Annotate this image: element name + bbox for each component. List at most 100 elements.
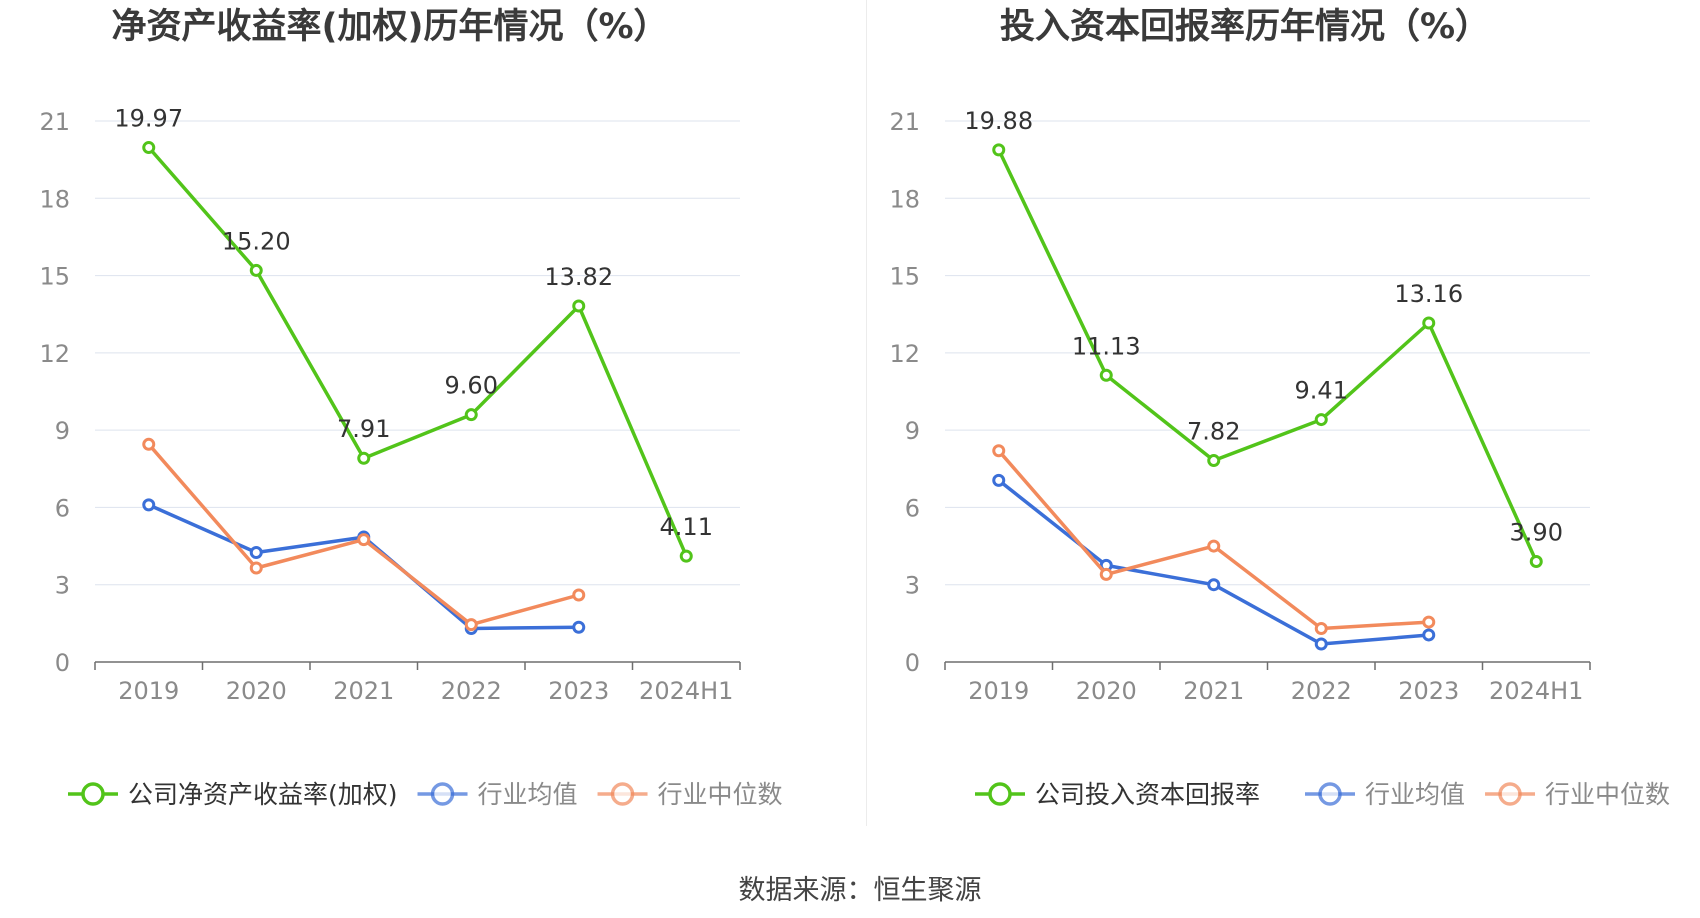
y-tick-label: 15	[39, 263, 70, 291]
y-tick-label: 21	[39, 108, 70, 136]
y-tick-label: 0	[55, 649, 70, 677]
data-point[interactable]	[142, 498, 156, 512]
data-point[interactable]	[1207, 454, 1221, 468]
x-tick-label: 2022	[1291, 677, 1352, 705]
x-tick-label: 2023	[548, 677, 609, 705]
legend-marker-icon	[81, 782, 105, 806]
legend-label: 行业中位数	[1545, 780, 1670, 809]
data-point[interactable]	[464, 618, 478, 632]
x-tick-label: 2023	[1398, 677, 1459, 705]
y-tick-label: 6	[55, 494, 70, 522]
legend-label: 行业均值	[1365, 780, 1465, 809]
data-label: 7.91	[337, 415, 390, 443]
gridlines	[95, 120, 740, 586]
data-label: 9.41	[1295, 377, 1348, 405]
data-point[interactable]	[142, 437, 156, 451]
series-company: 19.97 15.20 7.91 9.60 13.82 4.11	[114, 105, 713, 563]
legend-item-company[interactable]: 公司投入资本回报率	[975, 780, 1260, 809]
data-point[interactable]	[992, 143, 1006, 157]
data-point[interactable]	[249, 546, 263, 560]
series-industry_median	[992, 444, 1436, 636]
data-source-note: 数据来源：恒生聚源	[738, 875, 982, 906]
legend-marker-icon	[1498, 782, 1522, 806]
data-label: 9.60	[445, 372, 498, 400]
series-line	[148, 503, 579, 631]
data-label: 19.88	[964, 107, 1033, 135]
roic-chart-panel: 投入资本回报率历年情况（%） 0 3 6 9 12 15 18 21 2019 2020 2021 2…	[850, 0, 1700, 830]
legend-marker-icon	[988, 782, 1012, 806]
data-point[interactable]	[249, 263, 263, 277]
data-point[interactable]	[249, 561, 263, 575]
data-point[interactable]	[1422, 316, 1436, 330]
data-point[interactable]	[357, 533, 371, 547]
data-point[interactable]	[1422, 628, 1436, 642]
data-point[interactable]	[1314, 637, 1328, 651]
data-point[interactable]	[1099, 567, 1113, 581]
series-company: 19.88 11.13 7.82 9.41 13.16 3.90	[964, 107, 1563, 569]
data-point[interactable]	[142, 141, 156, 155]
data-point[interactable]	[572, 299, 586, 313]
legend-item-industry_median[interactable]: 行业中位数	[597, 780, 783, 809]
y-tick-label: 3	[905, 572, 920, 600]
data-label: 13.82	[544, 263, 613, 291]
legend-item-industry_avg[interactable]: 行业均值	[1305, 780, 1465, 809]
y-tick-label: 3	[55, 572, 70, 600]
data-point[interactable]	[357, 451, 371, 465]
legend-marker-icon	[1318, 782, 1342, 806]
y-tick-label: 9	[905, 417, 920, 445]
data-point[interactable]	[1529, 555, 1543, 569]
x-tick-label: 2021	[1183, 677, 1244, 705]
data-point[interactable]	[464, 408, 478, 422]
y-tick-label: 12	[889, 340, 920, 368]
legend-item-industry_median[interactable]: 行业中位数	[1485, 780, 1670, 809]
series-line	[147, 146, 688, 557]
y-tick-label: 21	[889, 108, 920, 136]
x-tick-label: 2022	[441, 677, 502, 705]
roe-chart-panel: 净资产收益率(加权)历年情况（%） 0 3 6 9 12 15 18 21 2019 2020 20…	[0, 0, 850, 830]
data-point[interactable]	[1207, 539, 1221, 553]
data-point[interactable]	[1314, 413, 1328, 427]
legend-item-industry_avg[interactable]: 行业均值	[417, 780, 578, 809]
data-point[interactable]	[572, 620, 586, 634]
y-tick-label: 6	[905, 494, 920, 522]
data-label: 7.82	[1187, 418, 1240, 446]
legend-label: 行业均值	[478, 780, 578, 809]
series-line	[997, 479, 1429, 646]
legend: 公司投入资本回报率 行业均值 行业中位数	[975, 780, 1670, 809]
legend-marker-icon	[430, 782, 455, 806]
roic-line-chart: 0 3 6 9 12 15 18 21 2019 2020 2021 2022 2023 2024H1 19…	[889, 107, 1670, 809]
y-tick-label: 18	[39, 185, 70, 213]
legend-label: 公司净资产收益率(加权)	[128, 780, 398, 809]
data-label: 11.13	[1072, 332, 1141, 360]
data-point[interactable]	[992, 444, 1006, 458]
chart-title: 投入资本回报率历年情况（%）	[999, 7, 1491, 47]
data-label: 19.97	[114, 105, 183, 133]
legend: 公司净资产收益率(加权) 行业均值 行业中位数	[68, 780, 783, 809]
data-point[interactable]	[679, 549, 693, 563]
legend-item-company[interactable]: 公司净资产收益率(加权)	[68, 780, 398, 809]
legend-label: 行业中位数	[658, 780, 783, 809]
chart-title: 净资产收益率(加权)历年情况（%）	[111, 7, 669, 47]
data-point[interactable]	[1099, 368, 1113, 382]
data-point[interactable]	[572, 588, 586, 602]
y-tick-label: 15	[889, 263, 920, 291]
y-tick-label: 9	[55, 417, 70, 445]
x-tick-label: 2019	[968, 677, 1029, 705]
data-point[interactable]	[1207, 578, 1221, 592]
gridlines	[945, 120, 1590, 586]
data-label: 13.16	[1394, 280, 1463, 308]
x-tick-label: 2019	[118, 677, 179, 705]
data-label: 15.20	[222, 227, 291, 255]
y-tick-label: 0	[905, 649, 920, 677]
y-tick-label: 18	[889, 185, 920, 213]
data-point[interactable]	[992, 473, 1006, 487]
data-point[interactable]	[1314, 622, 1328, 636]
legend-label: 公司投入资本回报率	[1035, 780, 1260, 809]
series-industry_avg	[992, 473, 1436, 651]
series-industry_median	[142, 437, 586, 632]
x-tick-label: 2020	[1076, 677, 1137, 705]
x-tick-label: 2024H1	[639, 677, 733, 705]
data-point[interactable]	[1422, 615, 1436, 629]
data-label: 4.11	[660, 513, 713, 541]
x-tick-label: 2020	[226, 677, 287, 705]
